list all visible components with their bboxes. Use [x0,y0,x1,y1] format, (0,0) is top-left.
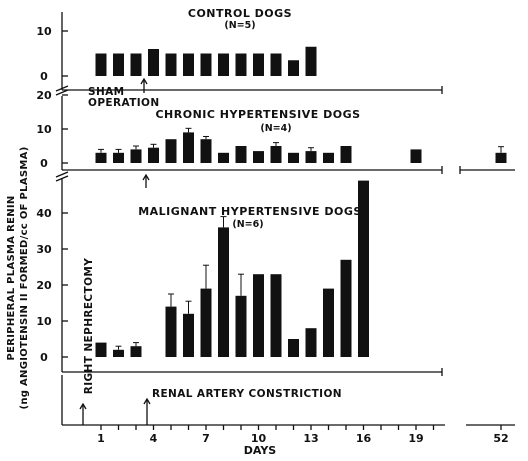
control-bar [130,53,142,76]
control-subtitle: (N=5) [224,20,255,31]
sham-label-line2: OPERATION [88,97,160,109]
chronic-bar [235,146,247,163]
chronic-bar [270,146,282,163]
chronic-bar [495,152,507,163]
y-axis-title-line2: (ng ANGIOTENSIN II FORMED/cc OF PLASMA) [19,146,30,409]
x-tick-label: 52 [493,432,508,445]
plot-area: 0 10 0 10 20 0 10 20 30 40 1 4 7 10 13 16 19 52 [36,12,515,445]
malignant-subtitle: (N=6) [232,219,263,230]
malignant-title: MALIGNANT HYPERTENSIVE DOGS [138,205,362,218]
control-bar [95,53,107,76]
chronic-y-tick-label: 0 [40,157,48,170]
malignant-bar [288,339,299,357]
x-tick-label: 16 [356,432,372,445]
chronic-y-tick-label: 10 [36,123,52,136]
y-axis-title: PERIPHERAL PLASMA RENIN (ng ANGIOTENSIN … [6,146,30,409]
chronic-arrowhead [142,173,150,181]
malignant-y-tick-label: 10 [36,315,52,328]
x-tick-label: 1 [97,432,105,445]
chronic-bar [95,152,107,163]
control-bar [253,53,264,76]
chronic-bar [113,152,124,163]
x-axis-title: DAYS [244,444,277,457]
renal-arrowhead [143,397,151,405]
malignant-bar [130,346,142,357]
malignant-bar [200,288,212,357]
chronic-bar [218,152,229,163]
control-bar [183,53,194,76]
axis-break [55,85,69,96]
nephrectomy-text: RIGHT NEPHRECTOMY [83,258,95,395]
chronic-bar [340,146,352,163]
nephrectomy-arrowhead [79,402,87,410]
malignant-bar [340,259,352,357]
malignant-bar [270,274,282,357]
x-tick-label: 4 [150,432,158,445]
chronic-bar [130,149,142,163]
chronic-bar [410,149,422,163]
y-axis-title-line1: PERIPHERAL PLASMA RENIN [6,195,17,360]
sham-label-line1: SHAM [88,86,125,98]
chronic-subtitle: (N=4) [260,123,291,134]
control-bar [270,53,282,76]
control-bar [305,46,317,76]
chronic-bar [253,151,264,163]
chronic-y-tick-label: 20 [36,89,52,102]
renal-constriction-label: RENAL ARTERY CONSTRICTION [152,388,342,400]
malignant-bar [165,306,177,357]
control-y-tick-label: 0 [40,70,48,83]
chronic-bar [165,139,177,163]
x-tick-label: 7 [202,432,210,445]
chronic-bar [200,139,212,163]
control-bar [218,53,229,76]
malignant-bar [323,288,334,357]
malignant-y-tick-label: 0 [40,351,48,364]
control-bar [113,53,124,76]
malignant-y-tick-label: 20 [36,279,52,292]
control-y-tick-label: 10 [36,25,52,38]
control-bar [165,53,177,76]
malignant-bar [218,227,229,357]
chronic-bar [148,147,159,163]
control-bar [235,53,247,76]
malignant-bar [95,342,107,357]
x-tick-label: 19 [408,432,423,445]
control-bar [200,53,212,76]
chronic-bar [288,152,299,163]
x-tick-label: 13 [303,432,318,445]
control-bar [148,49,159,76]
malignant-bar [253,274,264,357]
x-tick-label: 10 [251,432,267,445]
malignant-bar [113,349,124,357]
control-title: CONTROL DOGS [188,7,292,20]
chronic-bar [183,132,194,163]
malignant-bar [305,328,317,357]
nephrectomy-label: RIGHT NEPHRECTOMY [83,258,95,395]
malignant-y-tick-label: 30 [36,243,52,256]
malignant-bar [235,295,247,357]
malignant-bar [358,180,369,357]
chronic-bar [305,151,317,163]
malignant-bar [183,313,194,357]
chronic-bar [323,152,334,163]
sham-arrowhead [140,77,148,85]
malignant-y-tick-label: 40 [36,207,52,220]
chronic-title: CHRONIC HYPERTENSIVE DOGS [155,108,360,121]
control-bar [288,60,299,76]
